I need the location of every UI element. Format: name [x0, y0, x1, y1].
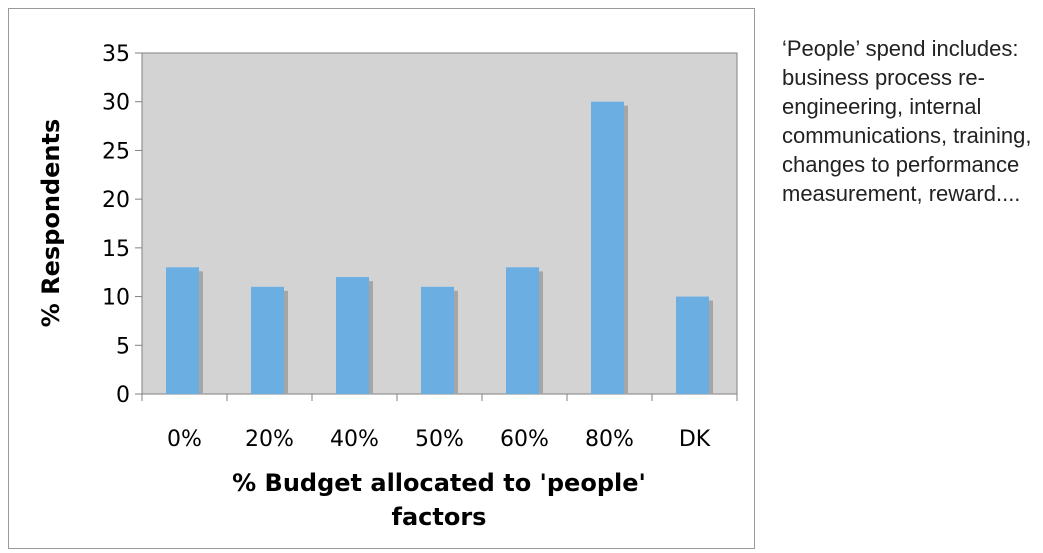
y-tick-label: 25: [102, 139, 130, 164]
x-tick-label: 0%: [167, 427, 202, 452]
chart-frame: 0 5 10 15 20 25 30 35 0% 20% 40% 50% 60% 80% DK % Res…: [8, 8, 755, 549]
y-axis: 0 5 10 15 20 25 30 35: [102, 42, 143, 408]
bar-60%: [506, 267, 539, 394]
side-note: ‘People’ spend includes: business proces…: [782, 36, 1032, 206]
x-tick-label: DK: [679, 427, 711, 452]
y-tick-label: 5: [116, 334, 130, 359]
y-tick-label: 0: [116, 383, 130, 408]
bar-20%: [251, 286, 284, 394]
x-tick-label: 80%: [585, 427, 634, 452]
bar-50%: [421, 286, 454, 394]
x-axis-title-line-1: % Budget allocated to 'people': [232, 469, 646, 497]
y-tick-label: 15: [102, 237, 130, 262]
bars: [166, 101, 713, 394]
bar-0%: [166, 267, 199, 394]
x-tick-label: 60%: [500, 427, 549, 452]
bar-40%: [336, 277, 369, 394]
x-axis: 0% 20% 40% 50% 60% 80% DK: [141, 394, 738, 452]
y-tick-label: 10: [102, 286, 130, 311]
bar-80%: [591, 101, 624, 394]
y-tick-label: 20: [102, 188, 130, 213]
y-tick-label: 30: [102, 91, 130, 116]
x-tick-label: 20%: [245, 427, 294, 452]
x-axis-title-line-2: factors: [392, 503, 487, 531]
x-tick-label: 40%: [330, 427, 379, 452]
x-tick-label: 50%: [415, 427, 464, 452]
y-axis-title: % Respondents: [37, 119, 65, 328]
bar-chart: 0 5 10 15 20 25 30 35 0% 20% 40% 50% 60% 80% DK % Res…: [37, 42, 738, 531]
y-tick-label: 35: [102, 42, 130, 67]
bar-DK: [676, 296, 709, 394]
